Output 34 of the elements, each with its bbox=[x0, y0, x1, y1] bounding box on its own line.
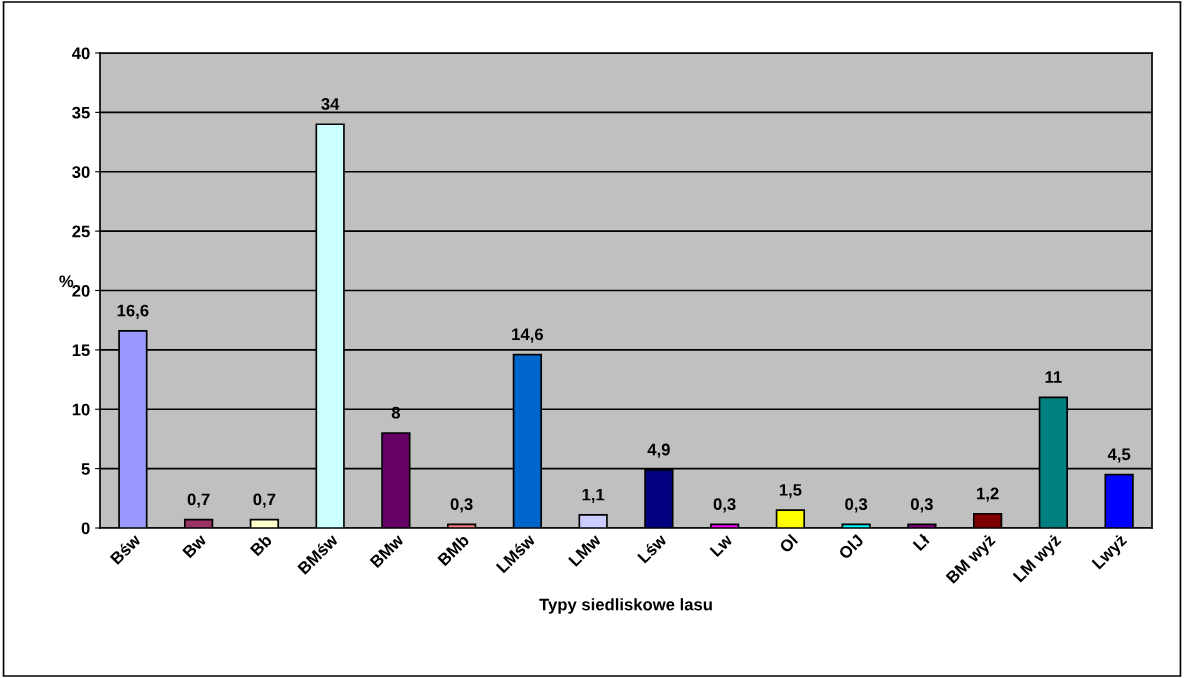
data-label: 1,5 bbox=[779, 484, 802, 499]
x-tick-label: LM wyż bbox=[1012, 533, 1064, 585]
y-tick-label: 15 bbox=[72, 344, 90, 357]
x-tick-label: OlJ bbox=[837, 533, 864, 561]
y-tick-label: 40 bbox=[71, 47, 90, 60]
y-tick-label: 5 bbox=[81, 463, 90, 475]
x-tick-label: BM wyż bbox=[945, 533, 999, 587]
y-axis-title: % bbox=[59, 275, 74, 288]
x-tick-label: Lł bbox=[912, 532, 931, 552]
y-tick-label: 0 bbox=[81, 522, 90, 535]
x-tick-label: Ol bbox=[778, 533, 799, 554]
x-tick-label: Lw bbox=[709, 533, 734, 557]
y-tick-label: 35 bbox=[72, 106, 90, 119]
data-label: 0,3 bbox=[713, 498, 736, 513]
x-tick-label: Bb bbox=[249, 533, 273, 557]
data-label: 11 bbox=[1045, 371, 1062, 383]
data-label: 0,3 bbox=[845, 498, 868, 513]
data-label: 16,6 bbox=[117, 304, 149, 319]
data-label: 1,1 bbox=[582, 488, 605, 503]
data-label: 4,9 bbox=[647, 443, 670, 458]
data-label: 4,5 bbox=[1107, 448, 1131, 463]
y-tick-label: 30 bbox=[72, 166, 90, 178]
data-label: 1,2 bbox=[977, 487, 999, 502]
data-label: 34 bbox=[321, 98, 340, 110]
data-label: 0,3 bbox=[910, 498, 933, 513]
x-axis-title: Typy siedliskowe lasu bbox=[539, 598, 712, 614]
data-label: 0,7 bbox=[187, 493, 210, 508]
data-label: 0,3 bbox=[450, 498, 473, 513]
y-tick-label: 20 bbox=[72, 284, 90, 297]
y-tick-label: 25 bbox=[72, 225, 90, 238]
x-tick-label: Bw bbox=[182, 533, 208, 559]
data-label: 0,7 bbox=[253, 493, 276, 508]
y-tick-label: 10 bbox=[72, 403, 90, 416]
data-label: 14,6 bbox=[512, 328, 543, 343]
